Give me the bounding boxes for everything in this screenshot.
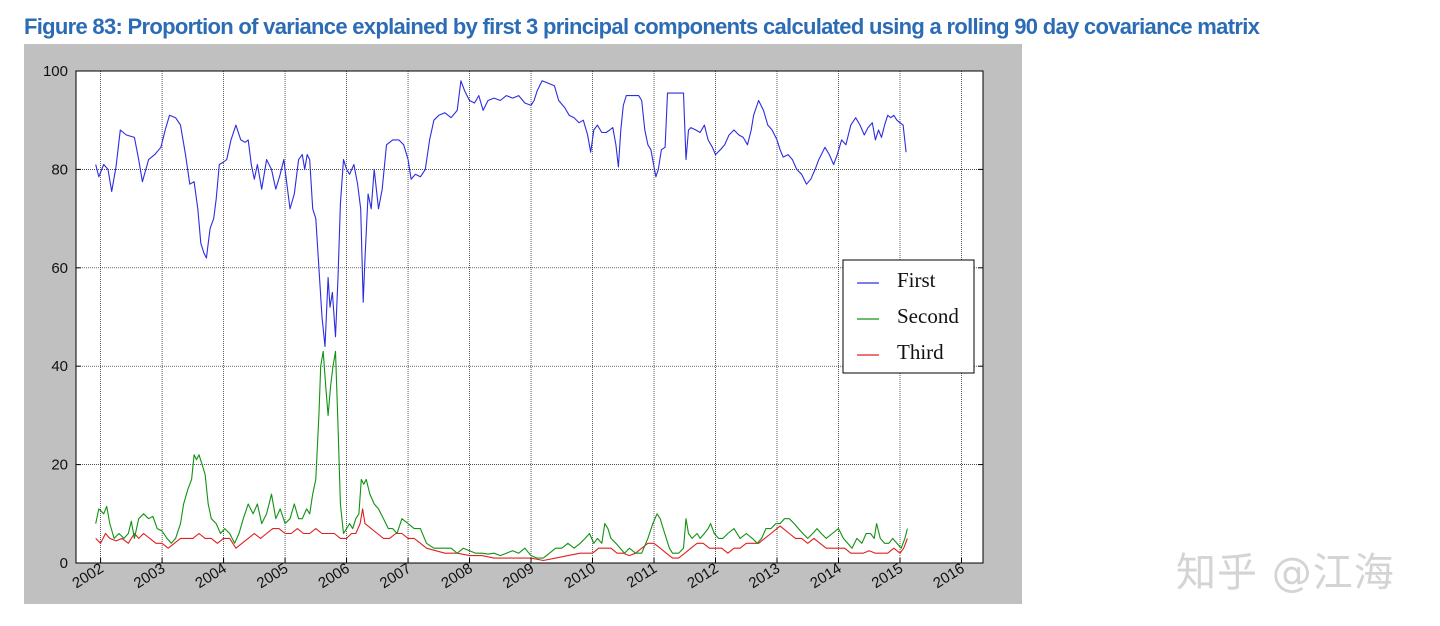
x-tick-label: 2006 [315,560,352,592]
legend: First Second Third [842,259,975,374]
y-tick-label: 80 [51,161,68,178]
grid [76,71,983,563]
series-second-line [95,350,908,559]
x-tick-label: 2015 [869,560,906,592]
x-tick-label: 2011 [624,560,660,592]
x-tick-label: 2014 [807,560,844,592]
y-tick-label: 0 [60,555,68,572]
x-tick-label: 2003 [131,560,168,592]
x-tick-label: 2002 [69,560,106,592]
x-tick-label: 2012 [684,560,721,592]
y-tick-label: 20 [51,457,68,474]
legend-box [842,259,975,374]
x-tick-label: 2005 [254,560,291,592]
legend-label-first: First [897,268,936,292]
plot-area [75,70,984,564]
x-tick-label: 2010 [561,560,598,592]
x-tick-label: 2008 [438,560,475,592]
legend-label-second: Second [897,304,959,328]
y-tick-label: 60 [51,260,68,277]
x-tick-label: 2009 [500,560,537,592]
legend-label-third: Third [897,340,944,364]
y-tick-label: 100 [43,63,68,80]
y-tick-label: 40 [51,358,68,375]
series-third-line [95,508,908,562]
plot-frame: 0 20 40 60 80 100 2002 2003 2004 2005 2006 2007 200… [24,44,1022,604]
y-axis-ticks: 0 20 40 60 80 100 [43,63,983,572]
series-group [95,80,908,562]
series-first-line [95,80,907,348]
x-tick-label: 2013 [746,560,783,592]
x-tick-label: 2007 [377,560,414,592]
figure-title: Figure 83: Proportion of variance explai… [24,14,1260,39]
line-chart: 0 20 40 60 80 100 2002 2003 2004 2005 2006 2007 200… [43,63,984,592]
x-tick-label: 2004 [192,560,229,592]
x-tick-label: 2016 [930,560,967,592]
watermark-text: 知乎 @江海 [1176,550,1395,596]
